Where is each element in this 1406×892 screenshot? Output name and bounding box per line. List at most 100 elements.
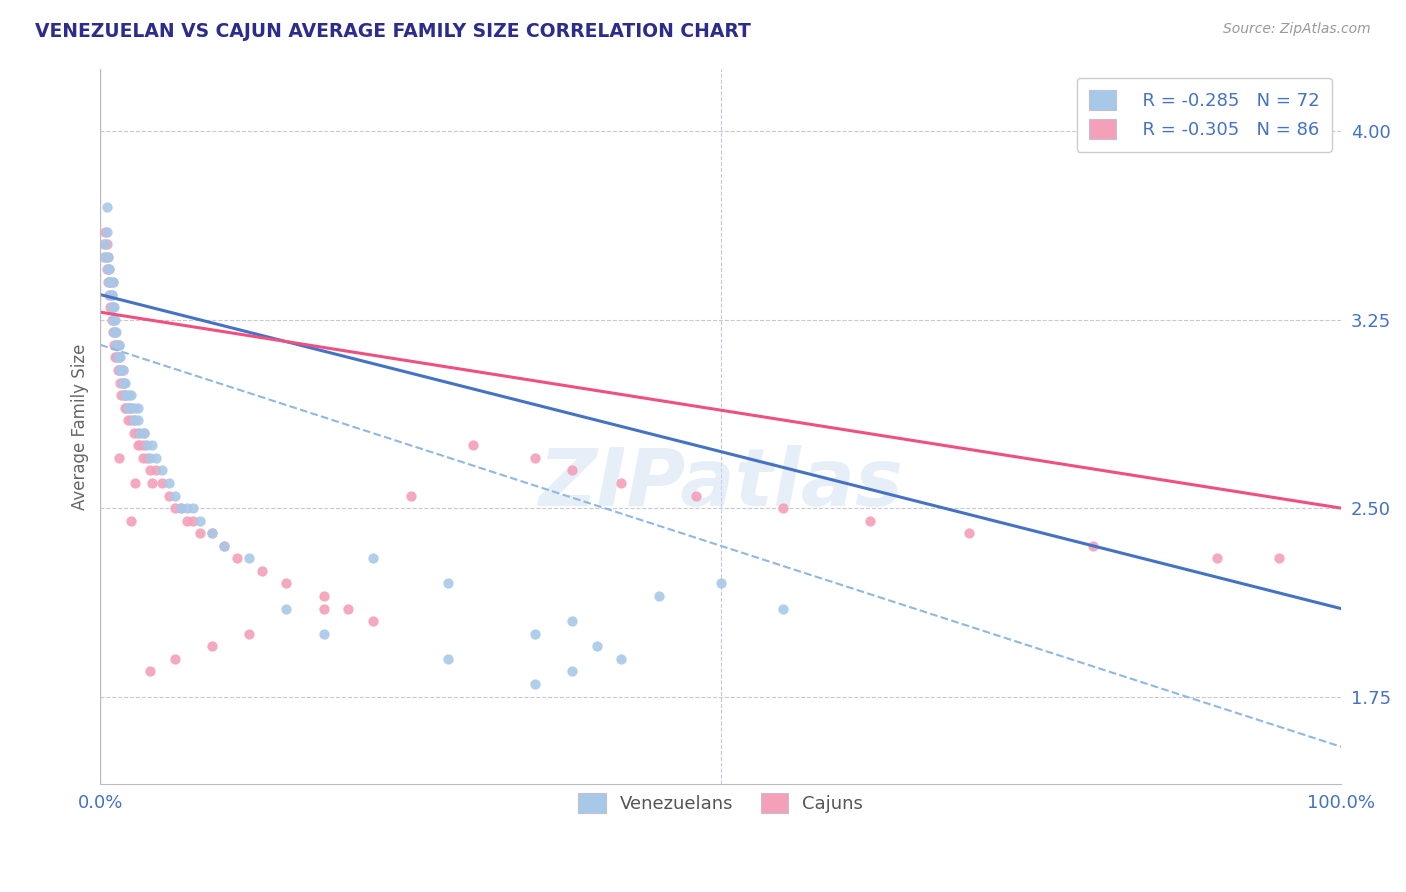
Point [103,312,125,326]
Point [120,401,142,415]
Point [163,501,186,516]
Point [176,514,198,528]
Legend: Venezuelans, Cajuns: Venezuelans, Cajuns [565,780,876,825]
Point [772,601,794,615]
Text: ZIPatlas: ZIPatlas [538,445,903,523]
Point [111,363,134,377]
Point [523,450,546,465]
Point [107,351,129,365]
Point [132,438,155,452]
Point [129,425,152,440]
Point [858,514,880,528]
Point [98,262,121,277]
Point [436,652,458,666]
Point [1081,539,1104,553]
Point [710,576,733,591]
Point [96,200,118,214]
Point [214,539,236,553]
Point [111,376,134,390]
Point [120,514,142,528]
Point [183,514,205,528]
Point [108,338,131,352]
Point [103,338,125,352]
Point [131,450,153,465]
Point [100,312,122,326]
Point [114,388,136,402]
Point [1206,551,1229,566]
Point [561,614,583,628]
Point [108,351,131,365]
Point [610,475,633,490]
Point [150,475,173,490]
Point [139,665,162,679]
Point [312,589,335,603]
Point [399,489,422,503]
Point [647,589,669,603]
Point [108,338,131,352]
Point [561,463,583,477]
Point [111,376,134,390]
Point [97,250,120,264]
Point [523,677,546,691]
Point [276,601,298,615]
Point [363,614,385,628]
Point [103,300,125,314]
Point [250,564,273,578]
Point [98,275,121,289]
Point [108,450,131,465]
Point [108,376,131,390]
Point [118,401,141,415]
Point [100,287,122,301]
Point [117,401,139,415]
Text: Source: ZipAtlas.com: Source: ZipAtlas.com [1223,22,1371,37]
Point [139,450,162,465]
Point [122,425,145,440]
Point [157,489,180,503]
Point [114,388,136,402]
Point [238,551,260,566]
Point [101,275,124,289]
Point [363,551,385,566]
Point [141,475,163,490]
Point [124,413,146,427]
Point [97,262,120,277]
Point [201,526,224,541]
Point [96,237,118,252]
Point [122,413,145,427]
Point [108,363,131,377]
Point [115,401,138,415]
Point [94,225,117,239]
Point [103,326,125,340]
Point [436,576,458,591]
Point [136,438,159,452]
Point [127,438,149,452]
Y-axis label: Average Family Size: Average Family Size [72,343,89,509]
Point [188,526,211,541]
Point [214,539,236,553]
Point [561,665,583,679]
Point [132,425,155,440]
Point [105,338,128,352]
Point [145,450,167,465]
Point [108,351,131,365]
Point [98,275,121,289]
Text: VENEZUELAN VS CAJUN AVERAGE FAMILY SIZE CORRELATION CHART: VENEZUELAN VS CAJUN AVERAGE FAMILY SIZE … [35,22,751,41]
Point [104,351,127,365]
Point [104,326,127,340]
Point [96,225,118,239]
Point [127,413,149,427]
Point [114,401,136,415]
Point [101,312,124,326]
Point [107,363,129,377]
Point [163,489,186,503]
Point [115,388,138,402]
Point [112,376,135,390]
Point [225,551,247,566]
Point [163,652,186,666]
Point [139,463,162,477]
Point [108,351,131,365]
Point [1268,551,1291,566]
Point [107,338,129,352]
Point [585,640,607,654]
Point [201,640,224,654]
